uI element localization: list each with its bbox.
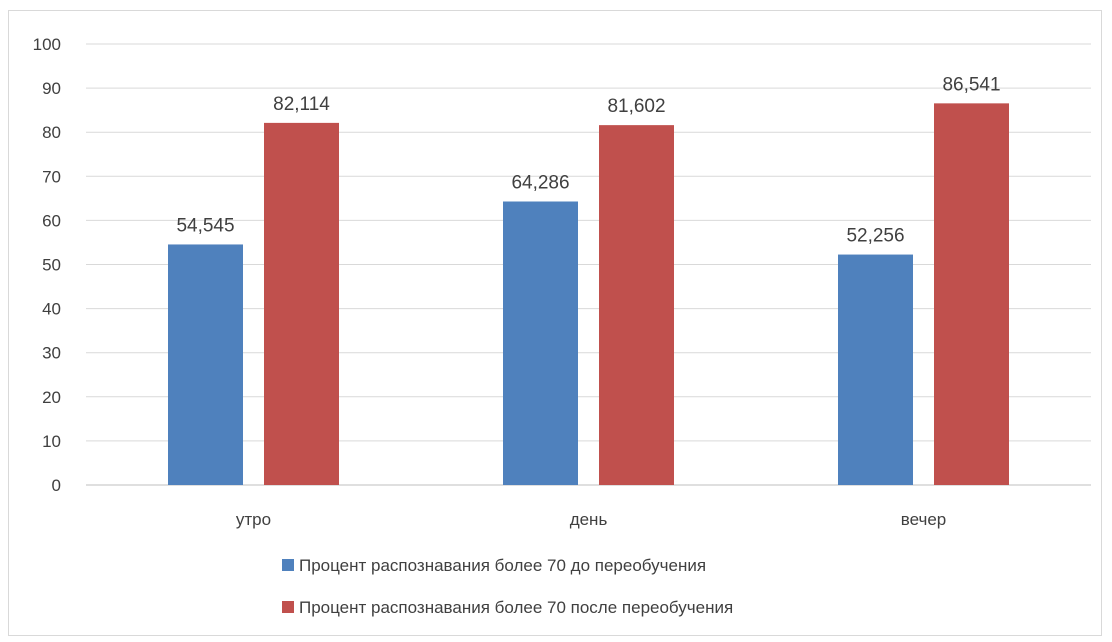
y-tick-label: 90 xyxy=(42,79,61,98)
bar-chart: 0 10 20 30 40 50 60 70 80 90 100 54,545 82,114 64,28… xyxy=(33,35,1091,617)
data-label: 54,545 xyxy=(176,215,234,236)
legend-label: Процент распознавания более 70 до переоб… xyxy=(299,556,706,575)
y-tick-label: 100 xyxy=(33,35,61,54)
data-label: 64,286 xyxy=(511,172,569,193)
y-tick-label: 80 xyxy=(42,123,61,142)
category-label: вечер xyxy=(901,510,947,529)
data-label: 82,114 xyxy=(273,94,330,115)
bar-before-3 xyxy=(838,254,913,485)
data-label: 86,541 xyxy=(942,74,1000,95)
bar-after-2 xyxy=(599,125,674,485)
category-label: день xyxy=(570,510,608,529)
y-tick-label: 0 xyxy=(52,476,61,495)
category-label: утро xyxy=(236,510,271,529)
y-tick-label: 30 xyxy=(42,344,61,363)
legend-swatch xyxy=(282,601,294,613)
legend-swatch xyxy=(282,559,294,571)
chart-area: 0 10 20 30 40 50 60 70 80 90 100 54,545 82,114 64,28… xyxy=(8,10,1102,636)
bar-before-1 xyxy=(168,244,243,485)
data-label: 81,602 xyxy=(607,96,665,117)
bar-after-3 xyxy=(934,103,1009,485)
y-tick-label: 20 xyxy=(42,388,61,407)
bar-after-1 xyxy=(264,122,339,485)
y-tick-label: 10 xyxy=(42,432,61,451)
y-tick-label: 50 xyxy=(42,256,61,275)
y-tick-label: 60 xyxy=(42,211,61,230)
bar-before-2 xyxy=(503,201,578,486)
legend-label: Процент распознавания более 70 после пер… xyxy=(299,598,733,617)
data-label: 52,256 xyxy=(846,226,904,247)
y-tick-label: 40 xyxy=(42,300,61,319)
y-tick-label: 70 xyxy=(42,167,61,186)
